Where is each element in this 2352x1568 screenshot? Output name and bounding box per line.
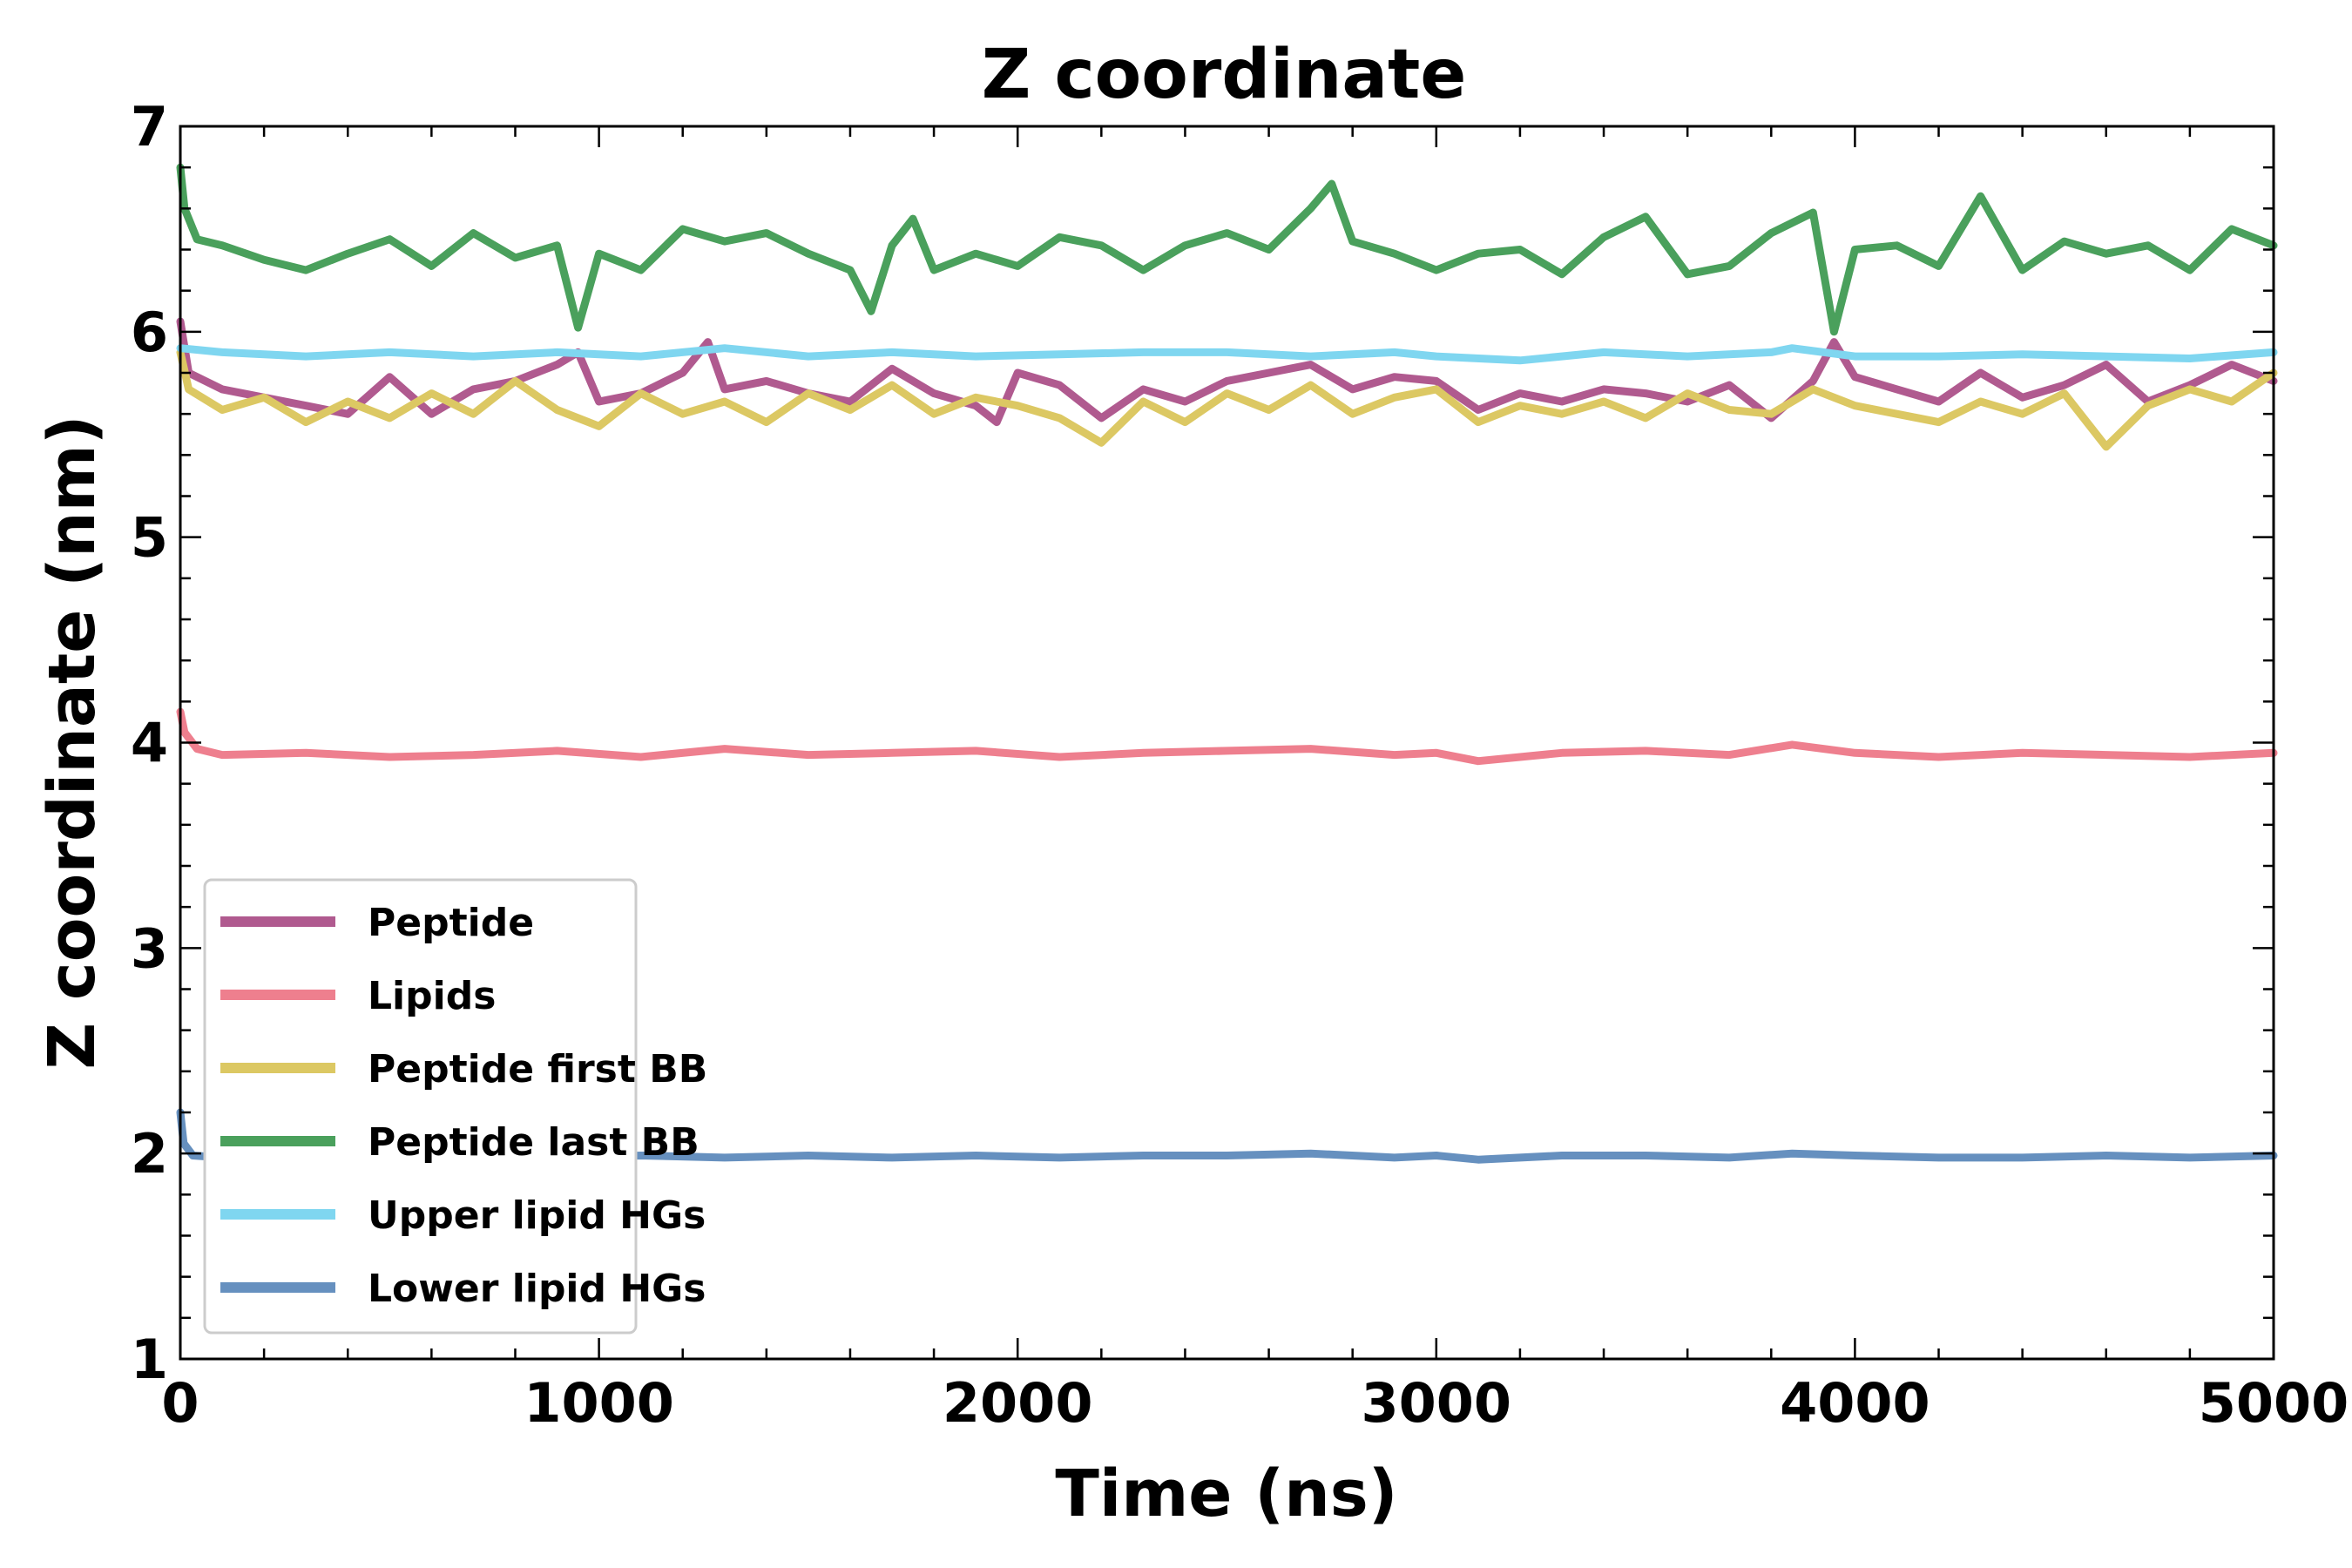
- series-line-3: [176, 348, 2278, 451]
- y-tick-label: 1: [131, 1328, 168, 1391]
- legend-label-5: Upper lipid HGs: [368, 1193, 706, 1238]
- y-tick-label: 6: [131, 301, 168, 364]
- y-tick-label: 3: [131, 916, 168, 980]
- legend: Peptide Lipids Peptide first BB Peptide las…: [203, 878, 707, 1335]
- plot-frame: [179, 125, 2275, 1361]
- x-tick-label: 2000: [943, 1371, 1093, 1435]
- legend-box: [203, 878, 638, 1335]
- legend-label-2: Lipids: [368, 974, 496, 1018]
- x-axis-label: Time (ns): [1055, 1456, 1397, 1531]
- x-tick-label: 0: [161, 1371, 199, 1435]
- x-tick-label: 5000: [2199, 1371, 2349, 1435]
- legend-label-6: Lower lipid HGs: [368, 1267, 706, 1311]
- legend-label-3: Peptide first BB: [368, 1047, 707, 1092]
- series-line-2: [176, 707, 2278, 766]
- chart-title: Z coordinate: [982, 36, 1467, 114]
- series-line-4: [176, 163, 2278, 336]
- x-tick-label: 3000: [1362, 1371, 1512, 1435]
- axis-tick-labels: 0 1000 2000 3000 4000 5000 1 2 3 4 5 6 7: [131, 95, 2349, 1435]
- x-tick-label: 1000: [524, 1371, 674, 1435]
- series-line-1: [176, 317, 2278, 427]
- legend-label-4: Peptide last BB: [368, 1120, 700, 1165]
- y-tick-label: 2: [131, 1122, 168, 1186]
- series-line-5: [176, 344, 2278, 365]
- legend-label-1: Peptide: [368, 901, 534, 945]
- x-tick-label: 4000: [1780, 1371, 1930, 1435]
- y-tick-label: 4: [131, 712, 168, 775]
- y-tick-label: 5: [131, 506, 168, 570]
- y-axis-label: Z coordinate (nm): [35, 415, 110, 1069]
- y-tick-label: 7: [131, 95, 168, 159]
